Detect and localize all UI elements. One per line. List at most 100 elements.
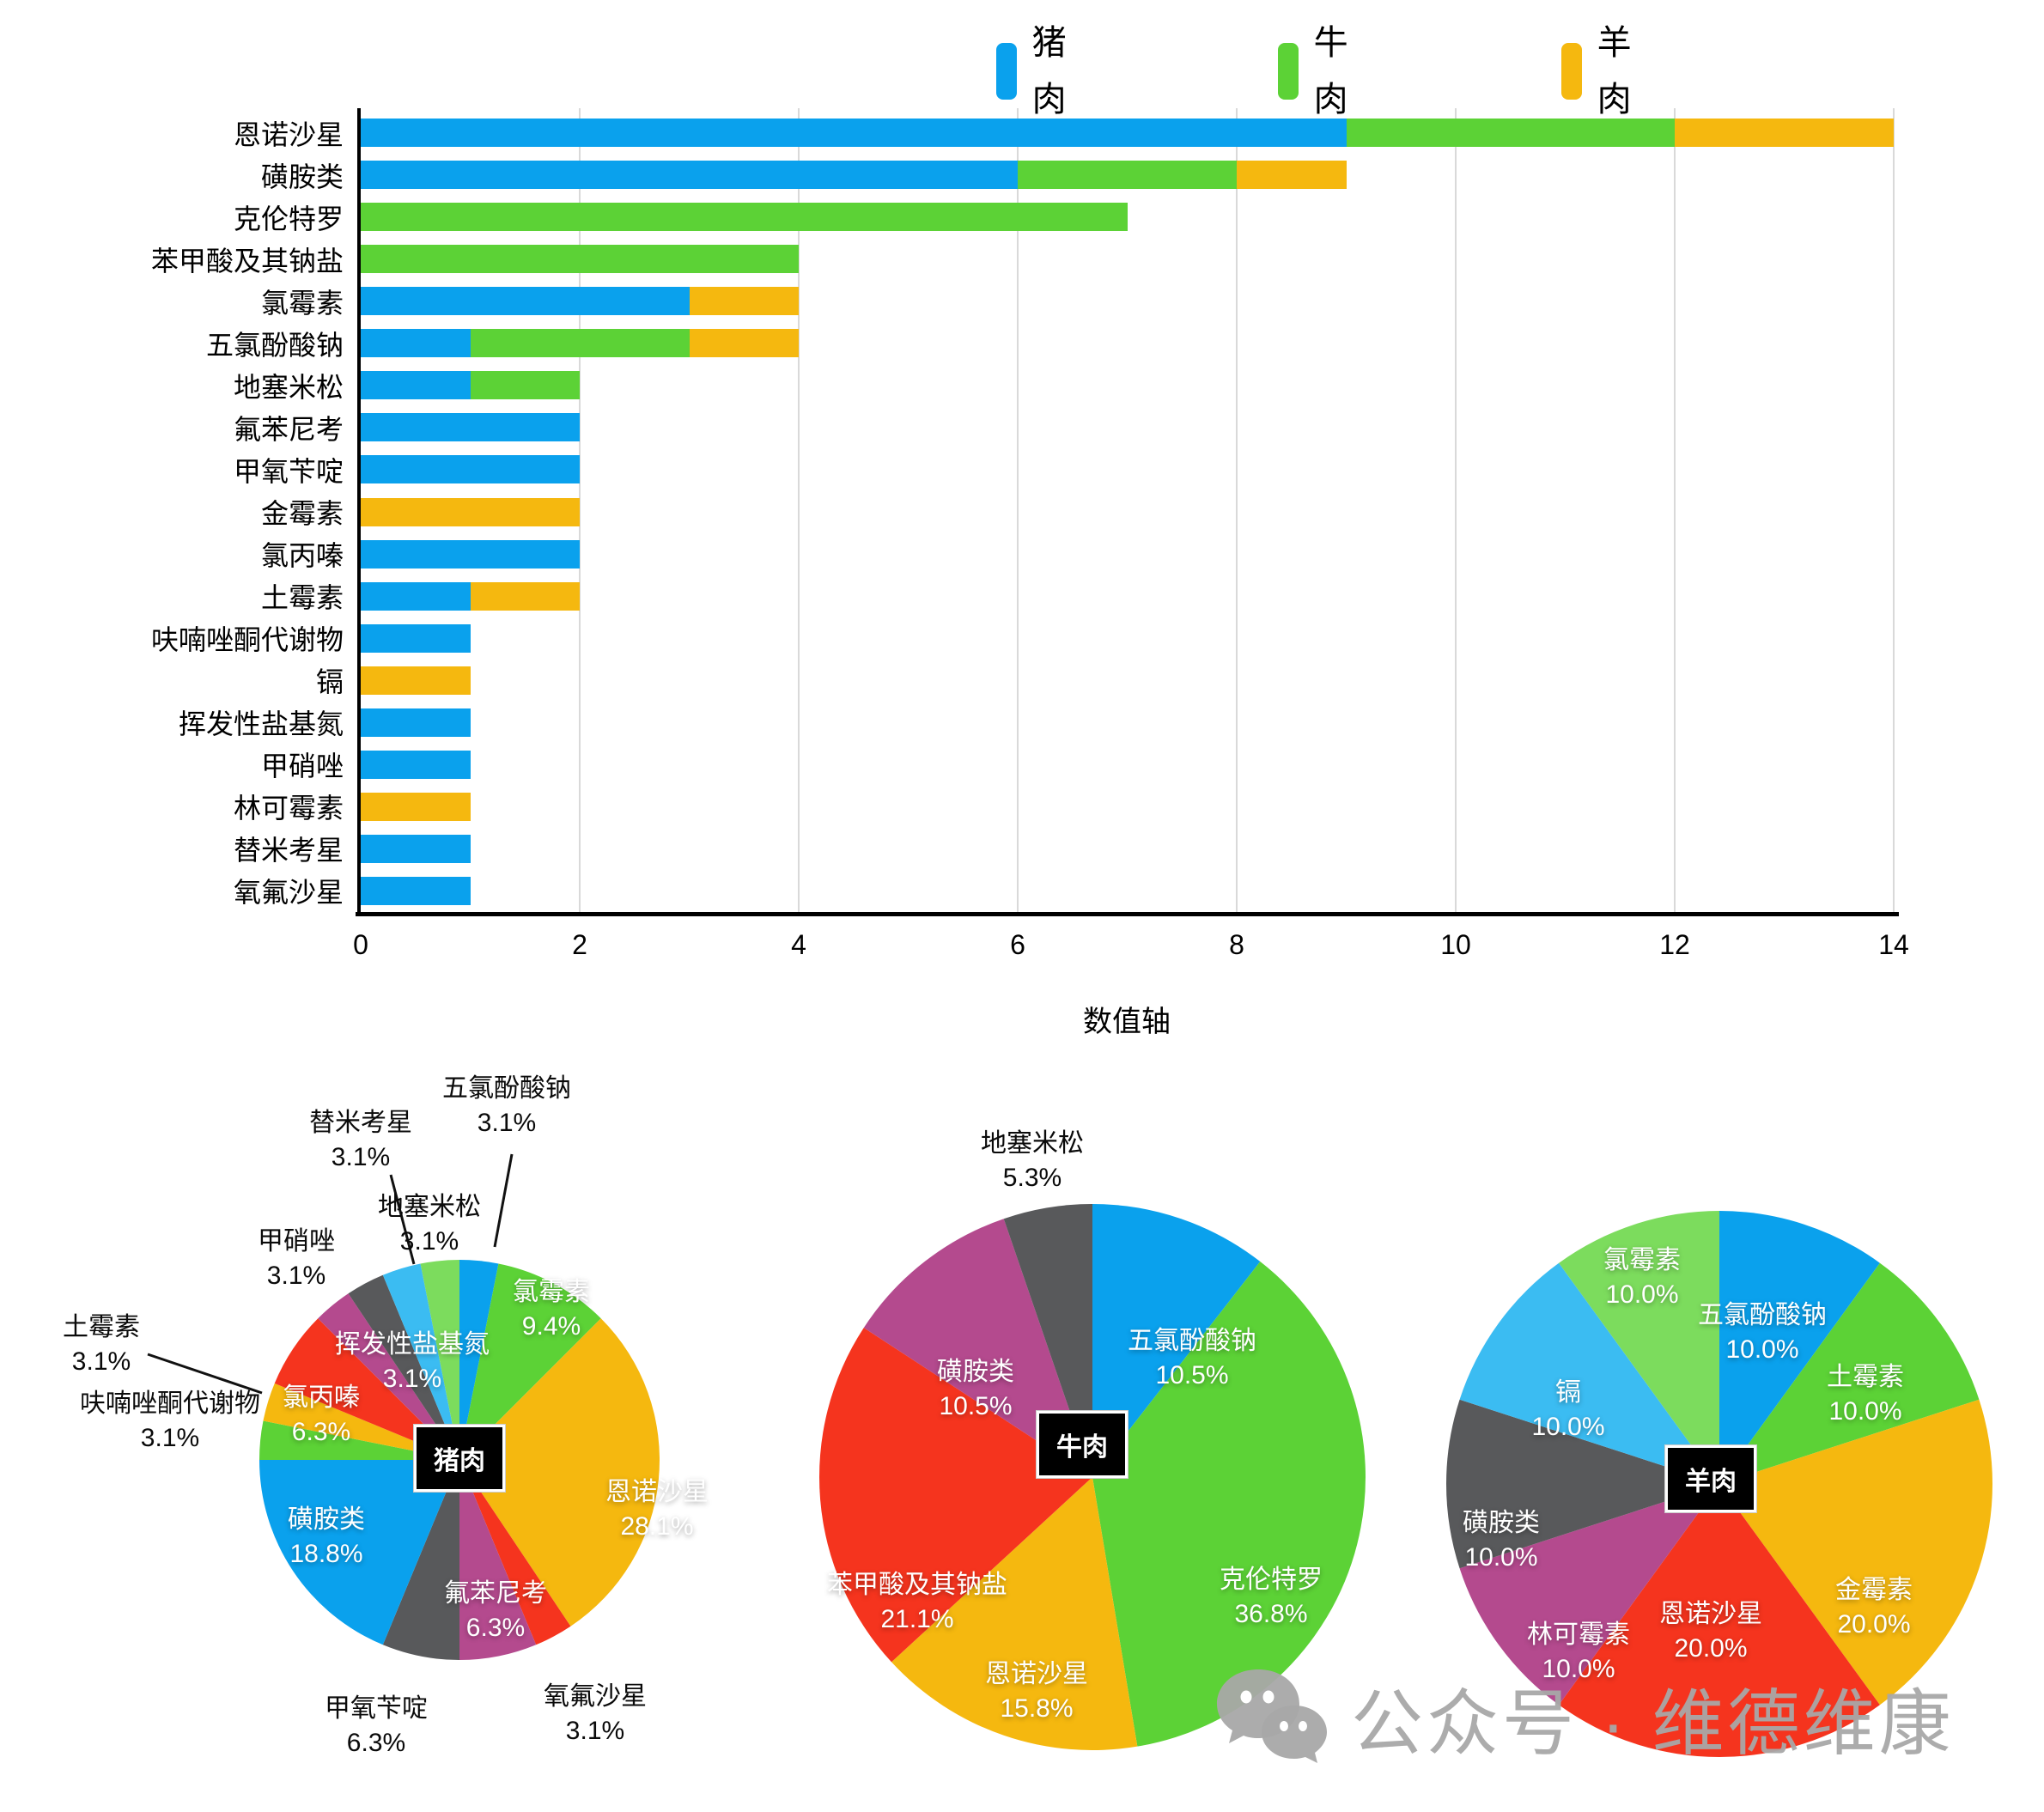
- bar-segment-羊肉: [689, 287, 799, 316]
- category-label: 氟苯尼考: [233, 413, 344, 445]
- pie-slice-label: 恩诺沙星 28.1%: [605, 1478, 709, 1541]
- pie-slice: [348, 1274, 459, 1460]
- pie-slice-label: 磺胺类 10.5%: [937, 1358, 1014, 1420]
- pie-slice: [1559, 1484, 1880, 1757]
- x-tick-label: 2: [572, 929, 587, 960]
- gridline: [1455, 108, 1457, 912]
- bar-segment-猪肉: [361, 287, 690, 316]
- pie-slice: [1719, 1211, 1880, 1484]
- pie-slice-label: 氟苯尼考 6.3%: [444, 1579, 547, 1642]
- bar-segment-猪肉: [361, 119, 1347, 148]
- pie-slice-label: 五氯酚酸钠 10.5%: [1128, 1327, 1256, 1389]
- pie-slice: [1719, 1262, 1980, 1484]
- legend-swatch-icon: [996, 43, 1017, 100]
- pie-slice-label: 苯甲酸及其钠盐 21.1%: [827, 1571, 1007, 1633]
- bar-segment-猪肉: [361, 834, 471, 863]
- bar-segment-羊肉: [1237, 161, 1347, 190]
- pie-slice-label: 金霉素 20.0%: [1835, 1576, 1913, 1639]
- x-tick-label: 12: [1659, 929, 1690, 960]
- pie-slice-label: 甲硝唑 3.1%: [258, 1227, 335, 1290]
- bar-segment-羊肉: [361, 792, 471, 821]
- y-axis-line: [357, 108, 361, 914]
- legend-item: 羊肉: [1561, 24, 1642, 119]
- x-tick-label: 10: [1440, 929, 1471, 960]
- watermark-text: 公众号 · 维德维康: [1351, 1683, 1955, 1764]
- pie-slice-label: 甲氧苄啶 6.3%: [325, 1694, 428, 1757]
- pie-slice-label: 替米考星 3.1%: [309, 1109, 412, 1171]
- pie-slice-label: 挥发性盐基氮 3.1%: [335, 1330, 490, 1393]
- pie-slice: [318, 1293, 459, 1460]
- gridline: [579, 108, 581, 912]
- category-label: 甲氧苄啶: [233, 455, 344, 487]
- label-leader-line: [147, 1353, 263, 1395]
- legend-swatch-icon: [1278, 43, 1299, 100]
- pie-slice: [1459, 1262, 1719, 1484]
- x-tick-label: 6: [1010, 929, 1025, 960]
- x-tick-label: 8: [1229, 929, 1244, 960]
- category-label: 甲硝唑: [260, 751, 344, 782]
- category-label: 替米考星: [233, 835, 344, 866]
- pie-slice: [259, 1420, 459, 1460]
- pie-slice-label: 林可霉素 10.0%: [1527, 1620, 1630, 1683]
- bar-segment-牛肉: [361, 203, 1128, 232]
- pie-slice: [420, 1260, 459, 1460]
- pie-slice: [459, 1460, 571, 1645]
- x-tick-label: 4: [791, 929, 806, 960]
- category-label: 恩诺沙星: [233, 119, 344, 150]
- bar-segment-猪肉: [361, 581, 471, 611]
- category-label: 林可霉素: [233, 793, 344, 824]
- bar-segment-猪肉: [361, 750, 471, 779]
- pie-slice: [274, 1318, 459, 1460]
- bar-segment-猪肉: [361, 413, 580, 442]
- bar-segment-牛肉: [1346, 119, 1675, 148]
- bar-segment-猪肉: [361, 623, 471, 653]
- legend-label: 羊肉: [1597, 24, 1632, 119]
- pie-slice: [1719, 1399, 1993, 1706]
- category-label: 苯甲酸及其钠盐: [150, 245, 344, 277]
- legend-item: 牛肉: [1278, 24, 1359, 119]
- category-label: 挥发性盐基氮: [178, 708, 344, 740]
- x-tick-label: 14: [1878, 929, 1909, 960]
- bar-segment-猪肉: [361, 371, 471, 400]
- pie-slice: [1459, 1484, 1719, 1706]
- bar-segment-猪肉: [361, 539, 580, 569]
- bar-segment-羊肉: [361, 666, 471, 695]
- category-label: 地塞米松: [233, 371, 344, 403]
- bar-segment-牛肉: [361, 245, 799, 274]
- gridline: [1674, 108, 1676, 912]
- pie-center-title: 猪肉: [413, 1424, 506, 1493]
- bar-segment-羊肉: [361, 497, 580, 526]
- pie-slice: [891, 1477, 1138, 1750]
- legend-swatch-icon: [1561, 43, 1582, 100]
- legend-label: 猪肉: [1031, 24, 1067, 119]
- watermark: 公众号 · 维德维康: [1215, 1666, 1955, 1770]
- gridline: [1893, 108, 1895, 912]
- pie-slice: [819, 1328, 1092, 1663]
- gridline: [1017, 108, 1019, 912]
- category-label: 磺胺类: [260, 161, 344, 192]
- pie-center-title: 羊肉: [1664, 1444, 1757, 1513]
- bar-segment-牛肉: [470, 371, 580, 400]
- pie-slice: [1003, 1204, 1092, 1477]
- pie-slice-label: 氯霉素 9.4%: [513, 1278, 590, 1341]
- pie-slice: [382, 1460, 459, 1660]
- bar-segment-猪肉: [361, 455, 580, 484]
- category-label: 氯霉素: [260, 287, 344, 319]
- pie-slice-label: 克伦特罗 36.8%: [1220, 1566, 1323, 1628]
- pie-slice: [1092, 1262, 1366, 1747]
- legend-label: 牛肉: [1313, 24, 1348, 119]
- pie-slice-label: 土霉素 3.1%: [63, 1313, 140, 1376]
- pie-slice: [382, 1263, 459, 1460]
- pie-slice-label: 地塞米松 5.3%: [981, 1129, 1084, 1192]
- bar-segment-牛肉: [1018, 161, 1237, 190]
- pie-slice-label: 氯丙嗪 6.3%: [283, 1383, 360, 1446]
- pie-slice-label: 土霉素 10.0%: [1827, 1363, 1904, 1426]
- bar-segment-猪肉: [361, 161, 1018, 190]
- pie-slice-label: 恩诺沙星 15.8%: [985, 1660, 1088, 1723]
- bar-segment-牛肉: [470, 329, 690, 358]
- bar-segment-羊肉: [470, 581, 580, 611]
- pie-slice: [1446, 1399, 1719, 1569]
- x-axis-title: 数值轴: [1083, 1006, 1171, 1038]
